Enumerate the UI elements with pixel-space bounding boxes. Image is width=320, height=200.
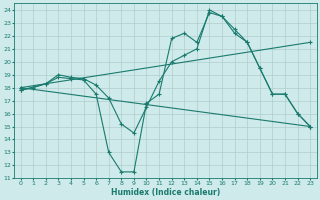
X-axis label: Humidex (Indice chaleur): Humidex (Indice chaleur) [111,188,220,197]
